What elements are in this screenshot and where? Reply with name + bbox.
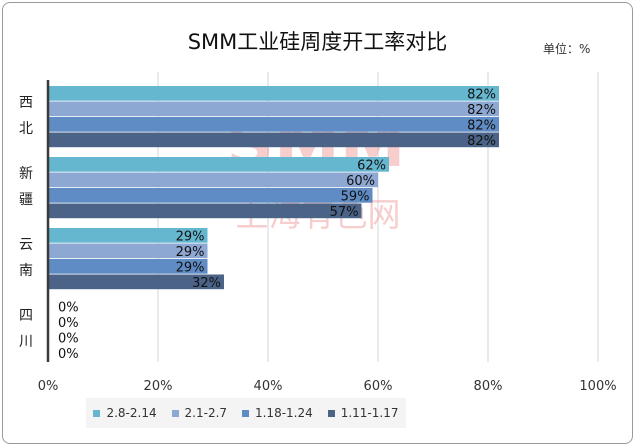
- bar: [48, 101, 499, 117]
- data-label: 32%: [192, 276, 221, 291]
- data-label: 62%: [357, 159, 386, 174]
- data-label: 0%: [58, 347, 79, 362]
- data-label: 57%: [330, 205, 359, 220]
- x-tick-label: 0%: [38, 379, 59, 394]
- category-label: 南: [19, 263, 33, 279]
- category-label: 川: [19, 334, 33, 350]
- legend-swatch: [241, 409, 249, 417]
- category-label: 疆: [19, 192, 33, 208]
- bar: [48, 117, 499, 132]
- legend-label: 1.18-1.24: [254, 406, 313, 420]
- chart-legend: 2.8-2.14 2.1-2.7 1.18-1.24 1.11-1.17: [86, 398, 406, 428]
- x-tick-label: 100%: [579, 379, 616, 394]
- bar: [48, 188, 373, 203]
- category-label: 四: [19, 308, 33, 324]
- legend-swatch: [171, 409, 179, 417]
- data-label: 82%: [467, 134, 496, 149]
- x-tick-label: 40%: [254, 379, 283, 394]
- data-label: 82%: [467, 88, 496, 103]
- bar: [48, 86, 499, 101]
- bar: [48, 274, 224, 290]
- data-label: 0%: [58, 301, 79, 316]
- data-label: 82%: [467, 103, 496, 118]
- legend-item: 2.8-2.14: [93, 406, 157, 420]
- x-tick-label: 80%: [474, 379, 503, 394]
- legend-label: 2.8-2.14: [106, 406, 157, 420]
- unit-label: 单位：%: [543, 42, 591, 56]
- bar: [48, 157, 389, 172]
- category-label: 北: [19, 121, 33, 137]
- bar: [48, 243, 208, 259]
- bar: [48, 259, 208, 274]
- bar: [48, 172, 378, 188]
- data-label: 60%: [346, 174, 375, 189]
- data-label: 29%: [176, 261, 205, 276]
- data-label: 82%: [467, 119, 496, 134]
- legend-label: 1.11-1.17: [340, 406, 399, 420]
- data-label: 29%: [176, 245, 205, 260]
- x-tick-label: 20%: [144, 379, 173, 394]
- legend-item: 1.11-1.17: [327, 406, 399, 420]
- chart-title: SMM工业硅周度开工率对比: [187, 30, 448, 54]
- bar: [48, 228, 208, 243]
- bar: [48, 132, 499, 148]
- bar: [48, 203, 362, 219]
- data-label: 29%: [176, 230, 205, 245]
- legend-swatch: [327, 409, 335, 417]
- category-label: 云: [19, 237, 33, 253]
- legend-item: 1.18-1.24: [241, 406, 313, 420]
- legend-item: 2.1-2.7: [171, 406, 228, 420]
- legend-label: 2.1-2.7: [184, 406, 228, 420]
- category-label: 新: [19, 166, 33, 182]
- data-label: 0%: [58, 332, 79, 347]
- legend-swatch: [93, 409, 101, 417]
- data-label: 0%: [58, 316, 79, 331]
- x-tick-label: 60%: [364, 379, 393, 394]
- category-label: 西: [19, 95, 33, 111]
- data-label: 59%: [341, 190, 370, 205]
